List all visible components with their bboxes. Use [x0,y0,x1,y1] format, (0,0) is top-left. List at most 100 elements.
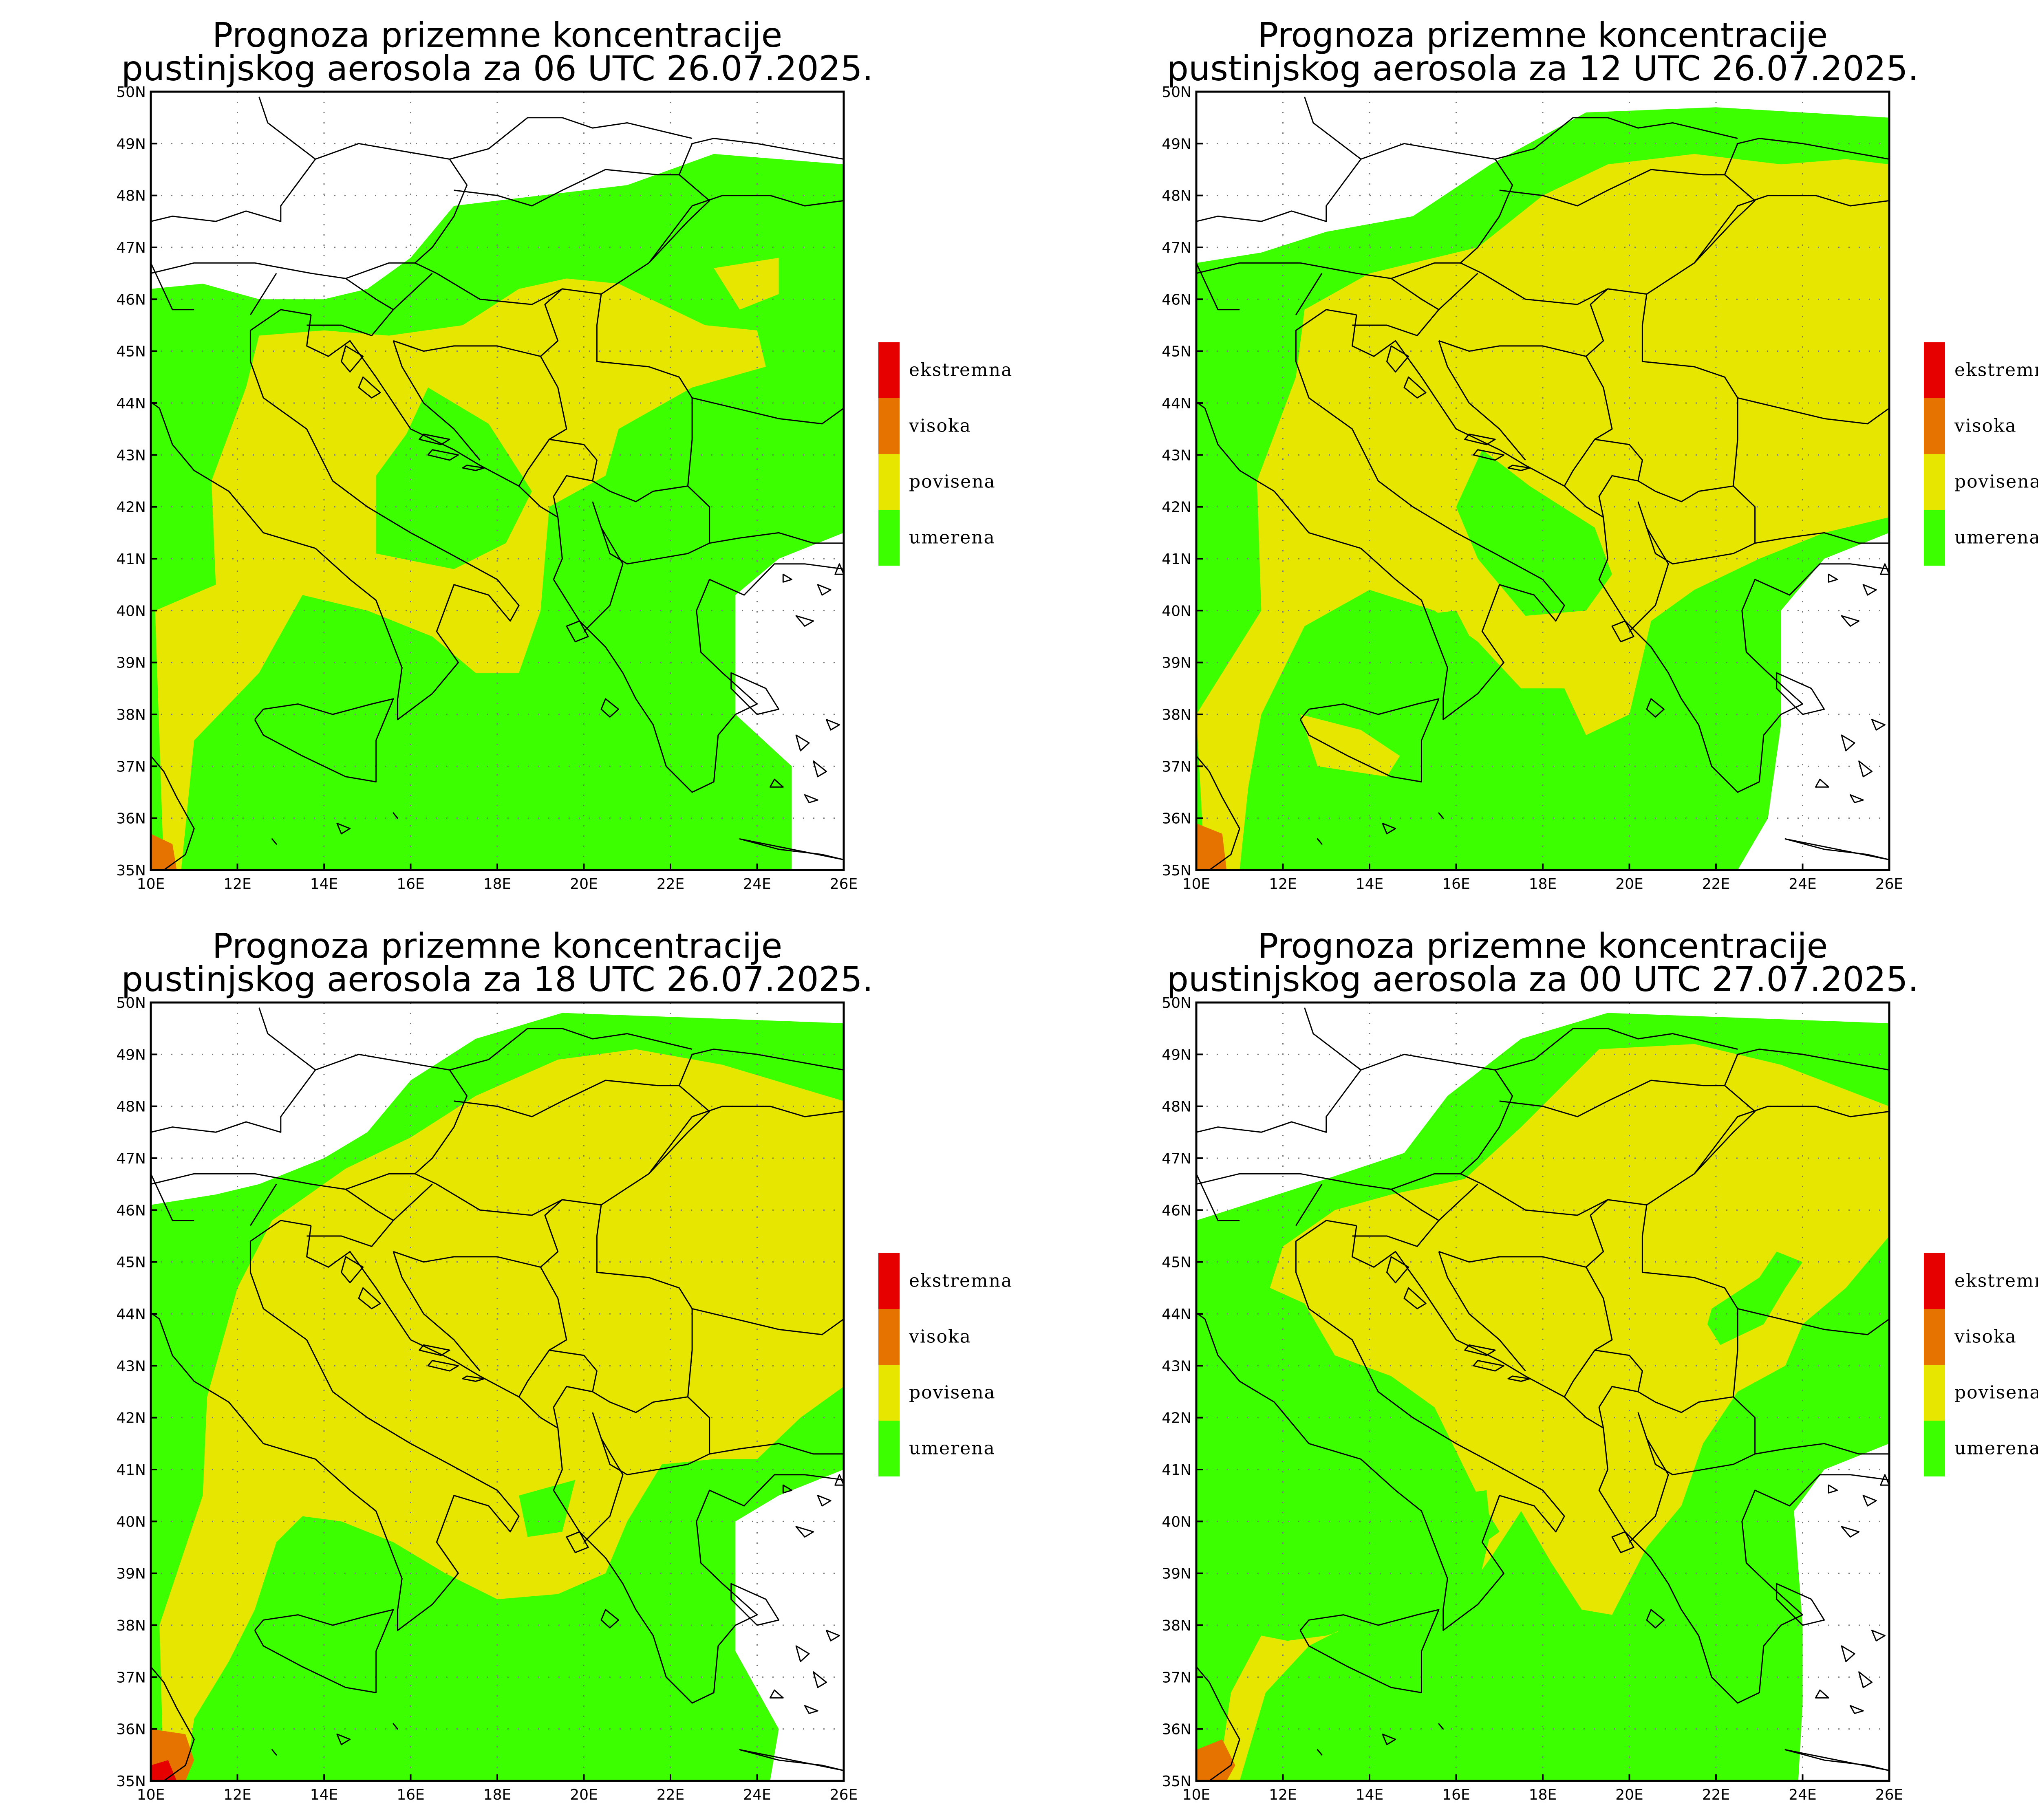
legend-swatch-ekstremna [1924,1253,1945,1309]
latitude-tick-label: 36N [116,1721,146,1738]
island-outline [1473,449,1504,461]
country-border [1637,480,1756,565]
island-outline [782,1484,792,1494]
island-outline [1880,1474,1889,1486]
island-outline [1386,1256,1409,1284]
longitude-tick-label: 10E [1182,1787,1211,1803]
country-border [1637,1391,1756,1476]
island-outline [341,1256,364,1284]
map-area: 10E 12E 14E 16E 18E 20E 22E 24E 26E 35N 36N 37N 38N 3… [116,84,858,892]
island-outline [341,345,364,373]
island-outline [1611,620,1634,643]
country-border [1438,340,1526,461]
island-outline [1871,719,1886,731]
latitude-tick-label: 49N [1162,1047,1191,1063]
country-border [1460,1080,1756,1216]
map-canvas [151,92,844,870]
longitude-tick-label: 18E [1529,876,1557,892]
island-outline [1386,345,1409,373]
latitude-tick-label: 39N [116,655,146,672]
country-border [583,527,624,632]
longitude-tick-label: 10E [137,1787,165,1803]
longitude-tick-label: 10E [1182,876,1211,892]
latitude-tick-label: 46N [116,1202,146,1219]
island-outline [1473,1360,1504,1372]
island-outline [1464,433,1496,445]
island-outline [1871,1630,1886,1642]
latitude-tick-label: 50N [1162,995,1191,1011]
country-border [393,1183,433,1221]
country-border [1694,1106,1889,1174]
country-border [1629,1438,1669,1543]
legend: ekstremna visoka povisena umerena [878,1253,1012,1476]
country-border [1724,1049,1889,1086]
country-border [1295,273,1323,315]
latitude-tick-label: 46N [116,291,146,308]
longitude-tick-label: 14E [1356,876,1384,892]
legend-label-povisena: povisena [909,472,996,492]
latitude-tick-label: 48N [1162,1099,1191,1115]
island-outline [419,433,450,445]
latitude-tick-label: 35N [1162,1773,1191,1790]
latitude-tick-label: 42N [116,1410,146,1427]
latitude-tick-label: 41N [1162,1462,1191,1478]
coastline [254,1609,394,1693]
coastline [306,315,844,793]
longitude-tick-label: 26E [1875,1787,1903,1803]
island-outline [1815,778,1829,788]
legend-label-umerena: umerena [909,527,995,548]
latitude-tick-label: 36N [1162,811,1191,827]
island-outline [769,778,784,788]
country-border [1196,143,1513,279]
island-outline [817,1495,832,1507]
legend-swatch-ekstremna [878,342,900,398]
longitude-tick-label: 14E [1356,1787,1384,1803]
latitude-tick-label: 39N [1162,655,1191,672]
island-outline [1862,584,1877,596]
country-border [415,169,710,305]
country-border [415,1080,710,1216]
latitude-tick-label: 45N [116,1254,146,1271]
latitude-tick-label: 47N [116,240,146,256]
country-border [1196,1173,1240,1221]
longitude-tick-label: 16E [397,1787,425,1803]
legend-label-visoka: visoka [1954,1326,2017,1347]
coastline [1352,1225,1889,1704]
island-outline [730,672,780,715]
longitude-tick-label: 22E [1702,876,1730,892]
latitude-tick-label: 48N [1162,188,1191,205]
legend-label-visoka: visoka [1954,416,2017,436]
longitude-tick-label: 16E [1442,876,1470,892]
country-border [151,1053,468,1190]
island-outline [1784,1749,1889,1771]
island-outline [1841,1645,1855,1662]
country-border [393,1251,567,1397]
island-outline [1438,812,1444,819]
latitude-tick-label: 43N [116,1358,146,1375]
coastline [151,1666,195,1781]
legend-label-visoka: visoka [909,1326,971,1347]
island-outline [1464,1344,1496,1356]
legend-swatch-ekstremna [878,1253,900,1309]
coastline [1299,698,1440,782]
coastline [151,755,195,870]
region-visoka [151,833,177,870]
longitude-tick-label: 22E [657,1787,685,1803]
panel-title-line2: pustinjskog aerosola za 12 UTC 26.07.202… [1167,48,1919,88]
country-border [393,340,481,461]
legend-swatch-umerena [878,510,900,566]
longitude-tick-label: 24E [743,876,771,892]
country-border [1196,262,1240,311]
island-outline [427,1360,459,1372]
coastline [1196,1220,1565,1631]
island-outline [804,1705,818,1714]
island-outline [1841,615,1860,627]
legend-swatch-visoka [878,1309,900,1365]
longitude-tick-label: 20E [570,1787,598,1803]
island-outline [600,1609,619,1628]
island-outline [1841,734,1855,751]
country-border [709,1443,844,1455]
island-outline [1646,1609,1665,1628]
legend-label-umerena: umerena [1954,527,2038,548]
country-border [1352,278,1440,336]
